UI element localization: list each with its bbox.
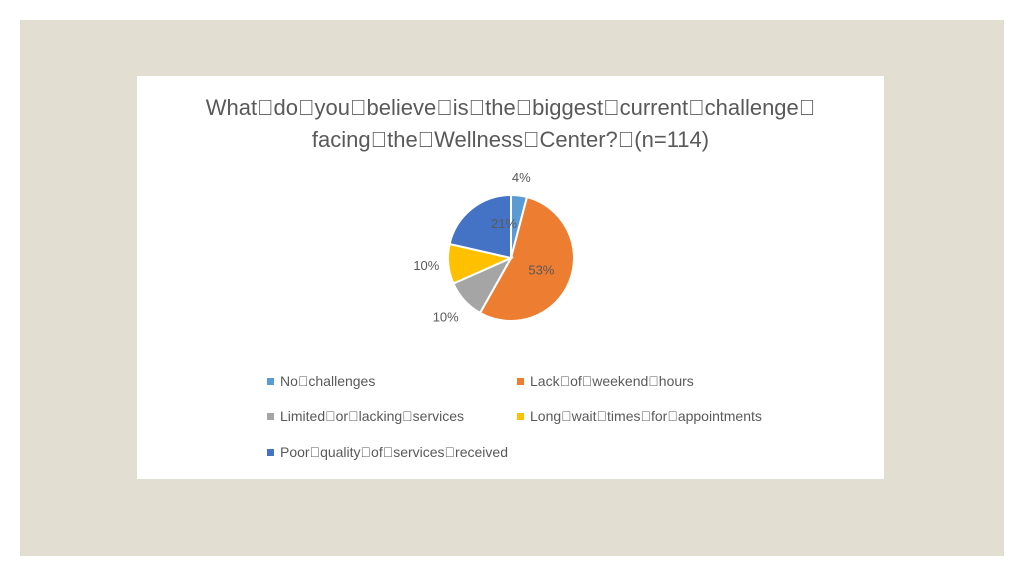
legend-swatch bbox=[267, 378, 274, 385]
legend-swatch bbox=[517, 413, 524, 420]
legend-swatch bbox=[267, 413, 274, 420]
chart-title: What do you believe is the biggest curre… bbox=[137, 92, 884, 156]
legend-label: Poor quality of services received bbox=[280, 444, 508, 460]
legend-item-long-wait-times: Long wait times for appointments bbox=[517, 407, 762, 425]
legend-label: Long wait times for appointments bbox=[530, 408, 762, 424]
legend-swatch bbox=[517, 378, 524, 385]
chart-title-line-2: facing the Wellness Center? (n=114) bbox=[311, 127, 710, 152]
pie-slice-poor-quality-of-services-received bbox=[448, 193, 512, 260]
legend-item-lack-of-weekend-hours: Lack of weekend hours bbox=[517, 372, 694, 390]
legend-item-limited-services: Limited or lacking services bbox=[267, 407, 464, 425]
legend-label: No challenges bbox=[280, 373, 376, 389]
data-label-lack-of-weekend-hours: 53% bbox=[528, 262, 554, 277]
legend-label: Lack of weekend hours bbox=[530, 373, 694, 389]
data-label-no-challenges: 4% bbox=[512, 170, 531, 185]
legend-label: Limited or lacking services bbox=[280, 408, 465, 424]
data-label-limited-or-lacking-services: 10% bbox=[433, 309, 459, 324]
chart-area: What do you believe is the biggest curre… bbox=[137, 76, 884, 479]
data-label-long-wait-times-for-appointments: 10% bbox=[413, 258, 439, 273]
legend-item-poor-quality: Poor quality of services received bbox=[267, 443, 508, 461]
data-label-poor-quality-of-services-received: 21% bbox=[491, 216, 517, 231]
pie-slice-lack-of-weekend-hours bbox=[478, 195, 575, 322]
pie-chart: 4% 53% 10% 10% 21% bbox=[413, 170, 575, 324]
legend-item-no-challenges: No challenges bbox=[267, 372, 375, 390]
chart-title-line-1: What do you believe is the biggest curre… bbox=[205, 95, 816, 120]
legend-swatch bbox=[267, 449, 274, 456]
